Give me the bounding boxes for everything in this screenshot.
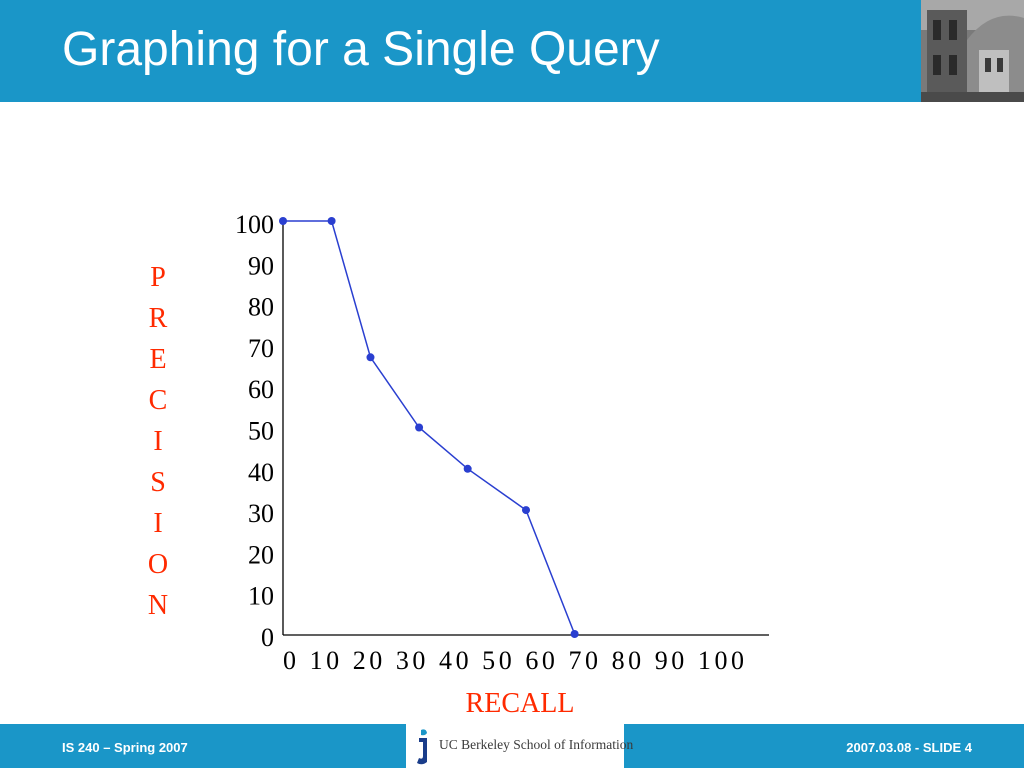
y-axis-label-letter: N <box>147 590 169 621</box>
y-axis-label-letter: I <box>153 508 163 539</box>
y-tick-label: 30 <box>248 499 274 528</box>
slide-number: 2007.03.08 - SLIDE 4 <box>846 740 972 755</box>
x-axis-label: RECALL <box>466 688 575 719</box>
y-tick-label: 20 <box>248 540 274 569</box>
y-axis-label-letter: S <box>150 467 166 498</box>
x-tick-label: 80 <box>602 646 642 675</box>
x-tick-label: 10 <box>300 646 340 675</box>
x-tick-labels: 0 10 20 30 40 50 60 70 80 90 100 <box>283 646 744 675</box>
data-point <box>415 423 424 432</box>
y-axis-label-letter: O <box>147 549 169 580</box>
x-tick-label: 50 <box>472 646 512 675</box>
y-axis-label-letter: R <box>148 303 168 334</box>
data-point <box>522 506 530 515</box>
school-logo-icon <box>412 724 434 768</box>
course-label: IS 240 – Spring 2007 <box>62 740 188 755</box>
series-line <box>283 220 576 635</box>
y-tick-label: 0 <box>261 623 274 652</box>
y-axis-label-letter: E <box>149 344 167 375</box>
y-tick-label: 80 <box>248 293 274 322</box>
school-logo: UC Berkeley School of Information <box>406 724 633 768</box>
x-tick-label: 40 <box>429 646 469 675</box>
y-tick-label: 90 <box>248 251 274 280</box>
y-tick-label: 50 <box>248 417 274 446</box>
y-tick-label: 40 <box>248 458 274 487</box>
data-point <box>463 464 472 473</box>
slide-title: Graphing for a Single Query <box>62 23 660 76</box>
x-tick-label: 90 <box>645 646 685 675</box>
y-axis-label-letter: C <box>148 385 168 416</box>
x-tick-label: 70 <box>558 646 598 675</box>
header-bar <box>0 0 1024 102</box>
data-point <box>327 217 336 225</box>
data-point <box>570 630 579 638</box>
x-tick-label: 100 <box>688 646 744 675</box>
x-tick-label: 60 <box>515 646 555 675</box>
y-tick-label: 70 <box>248 334 274 363</box>
y-axis-label-letter: I <box>153 426 163 457</box>
y-tick-label: 100 <box>235 210 274 239</box>
x-tick-label: 20 <box>343 646 383 675</box>
data-point <box>366 353 375 362</box>
y-tick-label: 60 <box>248 375 274 404</box>
x-tick-label: 30 <box>386 646 426 675</box>
school-logo-text: UC Berkeley School of Information <box>439 737 634 752</box>
y-tick-label: 10 <box>248 582 274 611</box>
campus-photo <box>921 0 1024 102</box>
data-point <box>279 217 287 225</box>
x-tick-label: 0 <box>283 646 296 675</box>
y-axis-label-letter: P <box>150 262 166 293</box>
